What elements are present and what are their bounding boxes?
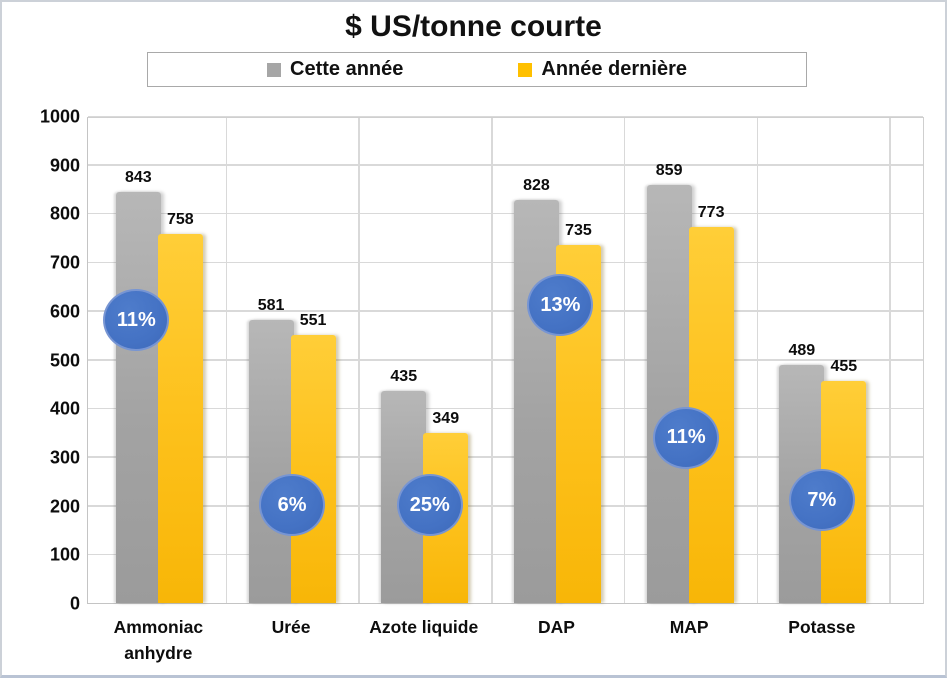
bar-value-label: 489 [788, 341, 816, 359]
h-gridline [88, 456, 923, 458]
pct-change-badge: 11% [103, 289, 170, 352]
bar-value-label: 455 [830, 358, 858, 376]
legend: Cette année Année dernière [147, 52, 807, 87]
x-category-label: Ammoniac anhydre [113, 617, 204, 663]
h-gridline [88, 310, 923, 312]
pct-change-badge: 25% [396, 474, 463, 537]
bar-cette-annee [646, 184, 692, 603]
h-gridline [88, 505, 923, 507]
x-category-label: Urée [271, 617, 311, 637]
plot-area: 843 758 11% 581 551 6% 435 349 25% 828 735 13% 859 77… [87, 115, 924, 604]
y-tick-label: 800 [49, 203, 80, 224]
bar-cette-annee [513, 199, 559, 603]
pct-change-badge: 6% [259, 474, 326, 537]
h-gridline [88, 407, 923, 410]
pct-change-badge: 7% [788, 469, 855, 532]
x-category-label: MAP [669, 617, 709, 637]
v-gridline [358, 118, 360, 603]
y-tick-label: 700 [49, 252, 80, 273]
gold-square-swatch-icon [518, 62, 533, 77]
y-tick-label: 900 [49, 155, 80, 176]
legend-entry-cette-annee: Cette année [267, 58, 403, 81]
legend-label-cette-annee: Cette année [290, 58, 404, 80]
v-gridline [225, 118, 228, 603]
gray-square-swatch-icon [267, 62, 281, 77]
x-category-label: DAP [537, 617, 575, 637]
y-tick-label: 400 [49, 398, 80, 419]
legend-entry-annee-derniere: Année dernière [518, 58, 687, 81]
bar-value-label: 551 [299, 311, 327, 329]
bar-value-label: 435 [390, 368, 418, 386]
bar-annee-derniere [290, 334, 336, 603]
bar-value-label: 735 [565, 222, 592, 240]
h-gridline [88, 261, 923, 264]
bar-value-label: 349 [432, 410, 460, 428]
bar-value-label: 859 [655, 161, 683, 179]
bar-value-label: 773 [697, 203, 725, 221]
y-tick-label: 100 [49, 544, 80, 565]
x-category-label: Azote liquide [369, 617, 479, 637]
v-gridline [623, 118, 626, 603]
y-axis: 0 100 200 300 400 500 600 700 800 900 1000 [2, 107, 80, 614]
y-tick-label: 600 [49, 301, 80, 322]
h-gridline [88, 115, 923, 117]
y-tick-label: 0 [69, 593, 80, 614]
bar-value-label: 843 [124, 169, 152, 187]
v-gridline [756, 118, 758, 603]
v-gridline [889, 118, 891, 603]
h-gridline [88, 164, 923, 166]
bar-cette-annee [248, 320, 294, 603]
bar-annee-derniere [157, 233, 203, 603]
bar-value-label: 581 [257, 297, 285, 315]
bar-value-label: 758 [166, 210, 194, 228]
y-tick-label: 500 [49, 350, 80, 370]
h-gridline [88, 359, 923, 361]
h-gridline [88, 212, 923, 215]
pct-change-badge: 13% [527, 274, 594, 336]
bar-value-label: 828 [523, 176, 550, 194]
bar-cette-annee [115, 192, 161, 603]
y-tick-label: 200 [49, 496, 80, 517]
chart-title: $ US/tonne courte [345, 10, 602, 43]
v-gridline [491, 118, 493, 603]
x-axis: Ammoniac anhydre Urée Azote liquide DAP MAP P… [87, 614, 924, 674]
legend-label-annee-derniere: Année dernière [541, 58, 687, 80]
h-gridline [88, 553, 923, 556]
x-category-label: Potasse [788, 617, 856, 637]
y-tick-label: 300 [49, 447, 80, 468]
y-tick-label: 1000 [39, 106, 80, 127]
pct-change-badge: 11% [653, 406, 720, 469]
